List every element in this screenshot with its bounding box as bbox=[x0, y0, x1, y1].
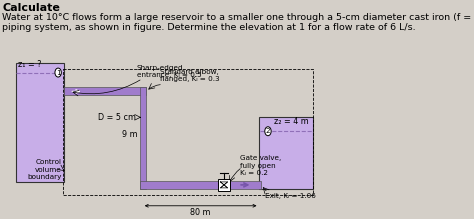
Text: Gate valve,
fully open
Kₗ = 0.2: Gate valve, fully open Kₗ = 0.2 bbox=[240, 155, 281, 176]
Text: Calculate: Calculate bbox=[2, 3, 60, 13]
Text: 2: 2 bbox=[265, 128, 270, 134]
Bar bbox=[259, 117, 313, 189]
Text: D = 5 cm: D = 5 cm bbox=[98, 113, 136, 122]
Text: Exit, Kₗ = 1.06: Exit, Kₗ = 1.06 bbox=[265, 193, 316, 199]
Circle shape bbox=[55, 68, 61, 77]
Bar bbox=[16, 63, 64, 182]
Text: Control
volume
boundary: Control volume boundary bbox=[27, 159, 62, 180]
Bar bbox=[140, 87, 146, 189]
Text: z₁ = ?: z₁ = ? bbox=[18, 60, 42, 69]
Text: 80 m: 80 m bbox=[191, 208, 211, 217]
Circle shape bbox=[265, 127, 271, 136]
Text: 1: 1 bbox=[56, 70, 61, 76]
Bar bbox=[218, 179, 230, 191]
Bar bbox=[63, 69, 313, 195]
Text: z₂ = 4 m: z₂ = 4 m bbox=[273, 117, 309, 126]
Text: 9 m: 9 m bbox=[122, 130, 137, 139]
Text: piping system, as shown in figure. Determine the elevation at 1 for a flow rate : piping system, as shown in figure. Deter… bbox=[2, 23, 416, 32]
Text: Sharp-edged
entrance, Kₗ = 0.5: Sharp-edged entrance, Kₗ = 0.5 bbox=[137, 65, 201, 78]
Bar bbox=[64, 87, 146, 95]
Text: Water at 10°C flows form a large reservoir to a smaller one through a 5-cm diame: Water at 10°C flows form a large reservo… bbox=[2, 13, 474, 22]
Bar bbox=[140, 181, 261, 189]
Text: Standard elbow,
flanged, Kₗ = 0.3: Standard elbow, flanged, Kₗ = 0.3 bbox=[160, 69, 220, 82]
